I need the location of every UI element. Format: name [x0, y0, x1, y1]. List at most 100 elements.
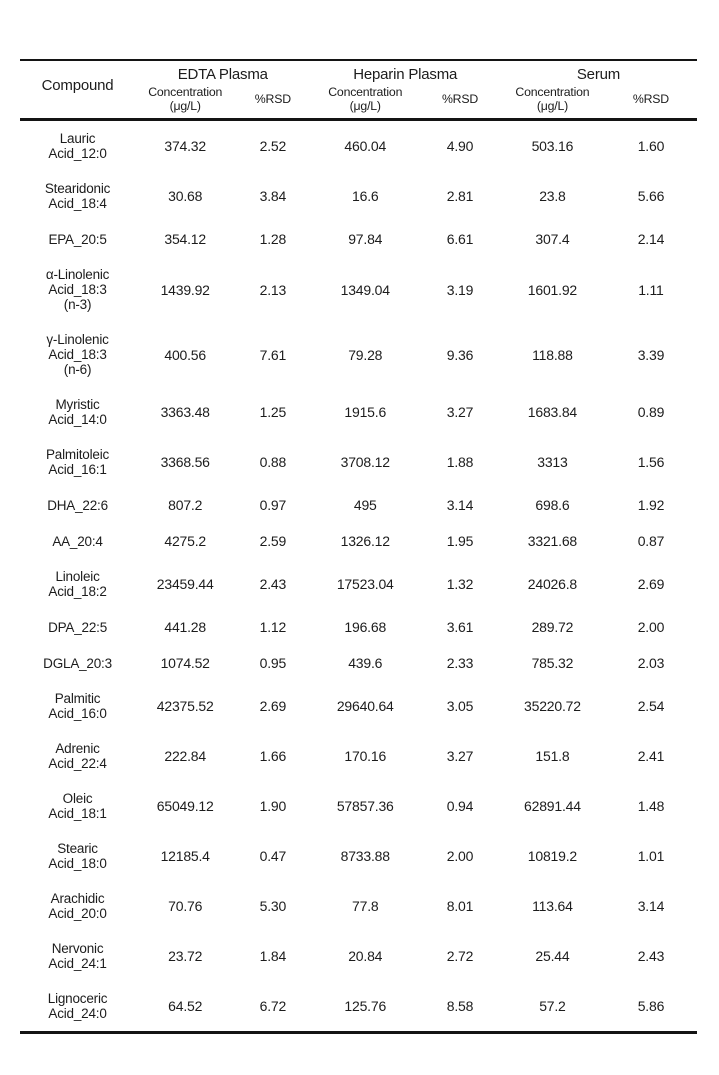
- concentration-cell: 65049.12: [156, 798, 214, 814]
- compound-name-cell: Oleic Acid_18:1: [48, 791, 107, 821]
- concentration-cell: 42375.52: [156, 698, 214, 714]
- concentration-cell: 57.2: [539, 998, 566, 1014]
- concentration-cell: 1601.92: [527, 281, 578, 298]
- concentration-cell: 12185.4: [160, 848, 210, 864]
- rsd-cell: 0.47: [259, 848, 287, 864]
- group-header-heparin-plasma: Heparin Plasma: [353, 66, 458, 83]
- concentration-cell: 222.84: [164, 748, 206, 764]
- compound-name-cell: Arachidic Acid_20:0: [48, 891, 107, 921]
- rsd-cell: 0.95: [259, 655, 287, 671]
- table-row: Nervonic Acid_24:1 23.72 1.84 20.84 2.72 25.4…: [20, 931, 697, 981]
- rsd-cell: 3.05: [446, 698, 474, 714]
- concentration-cell: 77.8: [352, 898, 379, 914]
- group-header-row: Compound EDTA Plasma Heparin Plasma Seru…: [20, 60, 697, 94]
- rsd-cell: 8.58: [446, 998, 474, 1014]
- rsd-cell: 3.27: [446, 748, 474, 764]
- rsd-cell: 2.14: [637, 231, 665, 247]
- table-row: Myristic Acid_14:0 3363.48 1.25 1915.6 3.27 1…: [20, 387, 697, 437]
- rsd-cell: 1.12: [259, 619, 287, 635]
- rsd-cell: 8.01: [446, 898, 474, 914]
- concentration-cell: 35220.72: [524, 698, 581, 714]
- compound-name-cell: Stearidonic Acid_18:4: [44, 181, 111, 211]
- table-row: γ-Linolenic Acid_18:3 (n-6) 400.56 7.61 79.…: [20, 322, 697, 387]
- compound-name-cell: DGLA_20:3: [43, 655, 112, 671]
- concentration-cell: 118.88: [532, 346, 573, 363]
- concentration-cell: 460.04: [344, 138, 387, 154]
- subheader-rsd-edta: %RSD: [254, 92, 291, 106]
- compound-name-cell: Lignoceric Acid_24:0: [47, 991, 108, 1021]
- rsd-cell: 1.32: [446, 576, 474, 592]
- concentration-cell: 289.72: [531, 619, 574, 635]
- concentration-cell: 698.6: [535, 497, 570, 513]
- concentration-cell: 3321.68: [527, 533, 578, 549]
- table-row: Oleic Acid_18:1 65049.12 1.90 57857.36 0.94 6…: [20, 781, 697, 831]
- concentration-cell: 3368.56: [160, 454, 210, 470]
- rsd-cell: 5.86: [637, 998, 665, 1014]
- compound-concentration-table: Compound EDTA Plasma Heparin Plasma Seru…: [20, 59, 697, 1034]
- concentration-cell: 16.6: [352, 188, 379, 204]
- concentration-cell: 62891.44: [524, 798, 581, 814]
- concentration-cell: 1074.52: [160, 655, 210, 671]
- rsd-cell: 2.69: [637, 576, 665, 592]
- compound-name-cell: γ-Linolenic Acid_18:3 (n-6): [46, 332, 109, 377]
- concentration-cell: 70.76: [168, 898, 203, 914]
- concentration-cell: 374.32: [164, 138, 206, 154]
- subheader-concentration-heparin: Concentration (μg/L): [328, 85, 403, 113]
- table-row: DGLA_20:3 1074.52 0.95 439.6 2.33 785.32 2.03: [20, 645, 697, 681]
- rsd-cell: 2.43: [637, 948, 665, 964]
- table-row: Palmitoleic Acid_16:1 3368.56 0.88 3708.12 1…: [20, 437, 697, 487]
- compound-name-cell: AA_20:4: [52, 533, 103, 549]
- rsd-cell: 3.39: [637, 346, 665, 363]
- concentration-cell: 1439.92: [160, 281, 210, 298]
- rsd-cell: 1.60: [637, 138, 665, 154]
- table-header: Compound EDTA Plasma Heparin Plasma Seru…: [20, 60, 697, 120]
- subheader-rsd-serum: %RSD: [632, 92, 669, 106]
- rsd-cell: 1.88: [446, 454, 474, 470]
- rsd-cell: 1.25: [259, 404, 287, 420]
- table-body: Lauric Acid_12:0 374.32 2.52 460.04 4.90 503.…: [20, 120, 697, 1033]
- concentration-cell: 20.84: [348, 948, 383, 964]
- concentration-cell: 1326.12: [340, 533, 390, 549]
- compound-name-cell: Adrenic Acid_22:4: [48, 741, 107, 771]
- group-header-serum: Serum: [576, 66, 621, 83]
- concentration-cell: 151.8: [535, 748, 570, 764]
- group-header-edta-plasma: EDTA Plasma: [177, 66, 268, 83]
- concentration-cell: 113.64: [532, 898, 573, 914]
- rsd-cell: 3.14: [637, 898, 665, 914]
- concentration-cell: 307.4: [535, 231, 570, 247]
- concentration-cell: 125.76: [344, 998, 387, 1014]
- rsd-cell: 1.28: [259, 231, 287, 247]
- compound-name-cell: Myristic Acid_14:0: [48, 397, 107, 427]
- rsd-cell: 2.33: [446, 655, 474, 671]
- rsd-cell: 9.36: [446, 346, 474, 363]
- compound-name-cell: Lauric Acid_12:0: [48, 131, 107, 161]
- table-row: DPA_22:5 441.28 1.12 196.68 3.61 289.72 2.00: [20, 609, 697, 645]
- rsd-cell: 6.72: [259, 998, 287, 1014]
- rsd-cell: 3.84: [259, 188, 287, 204]
- concentration-cell: 30.68: [168, 188, 203, 204]
- rsd-cell: 2.59: [259, 533, 287, 549]
- concentration-cell: 1349.04: [340, 281, 390, 298]
- table-row: Palmitic Acid_16:0 42375.52 2.69 29640.64 3.…: [20, 681, 697, 731]
- table-row: Lignoceric Acid_24:0 64.52 6.72 125.76 8.58 5…: [20, 981, 697, 1033]
- rsd-cell: 3.27: [446, 404, 474, 420]
- rsd-cell: 7.61: [259, 346, 287, 363]
- concentration-cell: 354.12: [164, 231, 206, 247]
- rsd-cell: 4.90: [446, 138, 474, 154]
- compound-name-cell: Linoleic Acid_18:2: [48, 569, 107, 599]
- concentration-cell: 3313: [537, 454, 568, 470]
- rsd-cell: 2.43: [259, 576, 287, 592]
- rsd-cell: 5.66: [637, 188, 665, 204]
- table-row: DHA_22:6 807.2 0.97 495 3.14 698.6 1.92: [20, 487, 697, 523]
- rsd-cell: 0.94: [446, 798, 474, 814]
- compound-name-cell: DPA_22:5: [48, 619, 108, 635]
- rsd-cell: 0.89: [637, 404, 665, 420]
- rsd-cell: 2.72: [446, 948, 474, 964]
- table-row: Arachidic Acid_20:0 70.76 5.30 77.8 8.01 113.…: [20, 881, 697, 931]
- rsd-cell: 0.88: [259, 454, 287, 470]
- table-row: Lauric Acid_12:0 374.32 2.52 460.04 4.90 503.…: [20, 120, 697, 172]
- rsd-cell: 1.92: [637, 497, 665, 513]
- rsd-cell: 2.00: [637, 619, 665, 635]
- rsd-cell: 1.01: [637, 848, 665, 864]
- concentration-cell: 495: [353, 497, 377, 513]
